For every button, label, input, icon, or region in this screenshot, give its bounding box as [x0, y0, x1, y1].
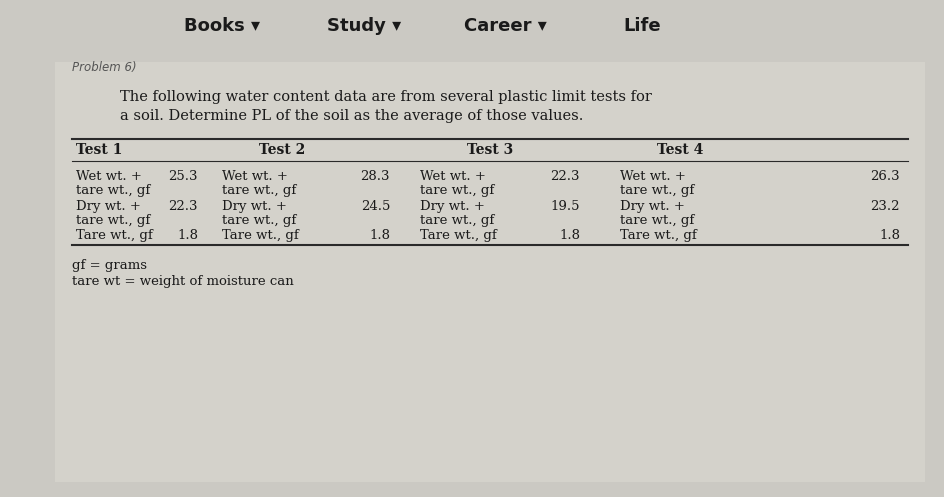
Text: 1.8: 1.8	[177, 229, 198, 242]
Text: 28.3: 28.3	[360, 169, 390, 182]
Text: 19.5: 19.5	[550, 200, 580, 213]
Text: tare wt., gf: tare wt., gf	[619, 214, 694, 227]
Text: Tare wt., gf: Tare wt., gf	[619, 229, 696, 242]
Text: Study ▾: Study ▾	[327, 17, 400, 35]
Text: 24.5: 24.5	[361, 200, 390, 213]
Text: 23.2: 23.2	[869, 200, 899, 213]
Text: Dry wt. +: Dry wt. +	[419, 200, 484, 213]
Text: Test 3: Test 3	[466, 143, 513, 157]
Text: 22.3: 22.3	[168, 200, 198, 213]
Text: Wet wt. +: Wet wt. +	[222, 169, 288, 182]
Text: tare wt., gf: tare wt., gf	[419, 214, 494, 227]
Text: gf = grams: gf = grams	[72, 258, 147, 271]
Text: Test 2: Test 2	[259, 143, 305, 157]
Text: Career ▾: Career ▾	[464, 17, 547, 35]
Text: 22.3: 22.3	[550, 169, 580, 182]
Text: Books ▾: Books ▾	[184, 17, 260, 35]
Text: 1.8: 1.8	[368, 229, 390, 242]
Text: The following water content data are from several plastic limit tests for: The following water content data are fro…	[120, 90, 651, 104]
Text: Wet wt. +: Wet wt. +	[76, 169, 142, 182]
Text: Dry wt. +: Dry wt. +	[76, 200, 141, 213]
Text: Dry wt. +: Dry wt. +	[619, 200, 684, 213]
Text: Test 1: Test 1	[76, 143, 122, 157]
Text: 1.8: 1.8	[878, 229, 899, 242]
Text: Tare wt., gf: Tare wt., gf	[222, 229, 298, 242]
Text: Wet wt. +: Wet wt. +	[419, 169, 485, 182]
Text: Problem 6): Problem 6)	[72, 61, 137, 74]
Text: a soil. Determine PL of the soil as the average of those values.: a soil. Determine PL of the soil as the …	[120, 109, 582, 123]
Text: Life: Life	[623, 17, 661, 35]
Text: tare wt = weight of moisture can: tare wt = weight of moisture can	[72, 274, 294, 288]
Text: Tare wt., gf: Tare wt., gf	[76, 229, 153, 242]
Text: 26.3: 26.3	[869, 169, 899, 182]
Text: tare wt., gf: tare wt., gf	[76, 214, 150, 227]
Text: Tare wt., gf: Tare wt., gf	[419, 229, 497, 242]
Text: tare wt., gf: tare wt., gf	[76, 183, 150, 197]
Text: tare wt., gf: tare wt., gf	[222, 183, 295, 197]
Text: Dry wt. +: Dry wt. +	[222, 200, 287, 213]
Text: Wet wt. +: Wet wt. +	[619, 169, 685, 182]
Text: tare wt., gf: tare wt., gf	[222, 214, 295, 227]
Text: tare wt., gf: tare wt., gf	[619, 183, 694, 197]
Text: Test 4: Test 4	[656, 143, 702, 157]
Text: tare wt., gf: tare wt., gf	[419, 183, 494, 197]
Text: 1.8: 1.8	[559, 229, 580, 242]
Text: 25.3: 25.3	[168, 169, 198, 182]
